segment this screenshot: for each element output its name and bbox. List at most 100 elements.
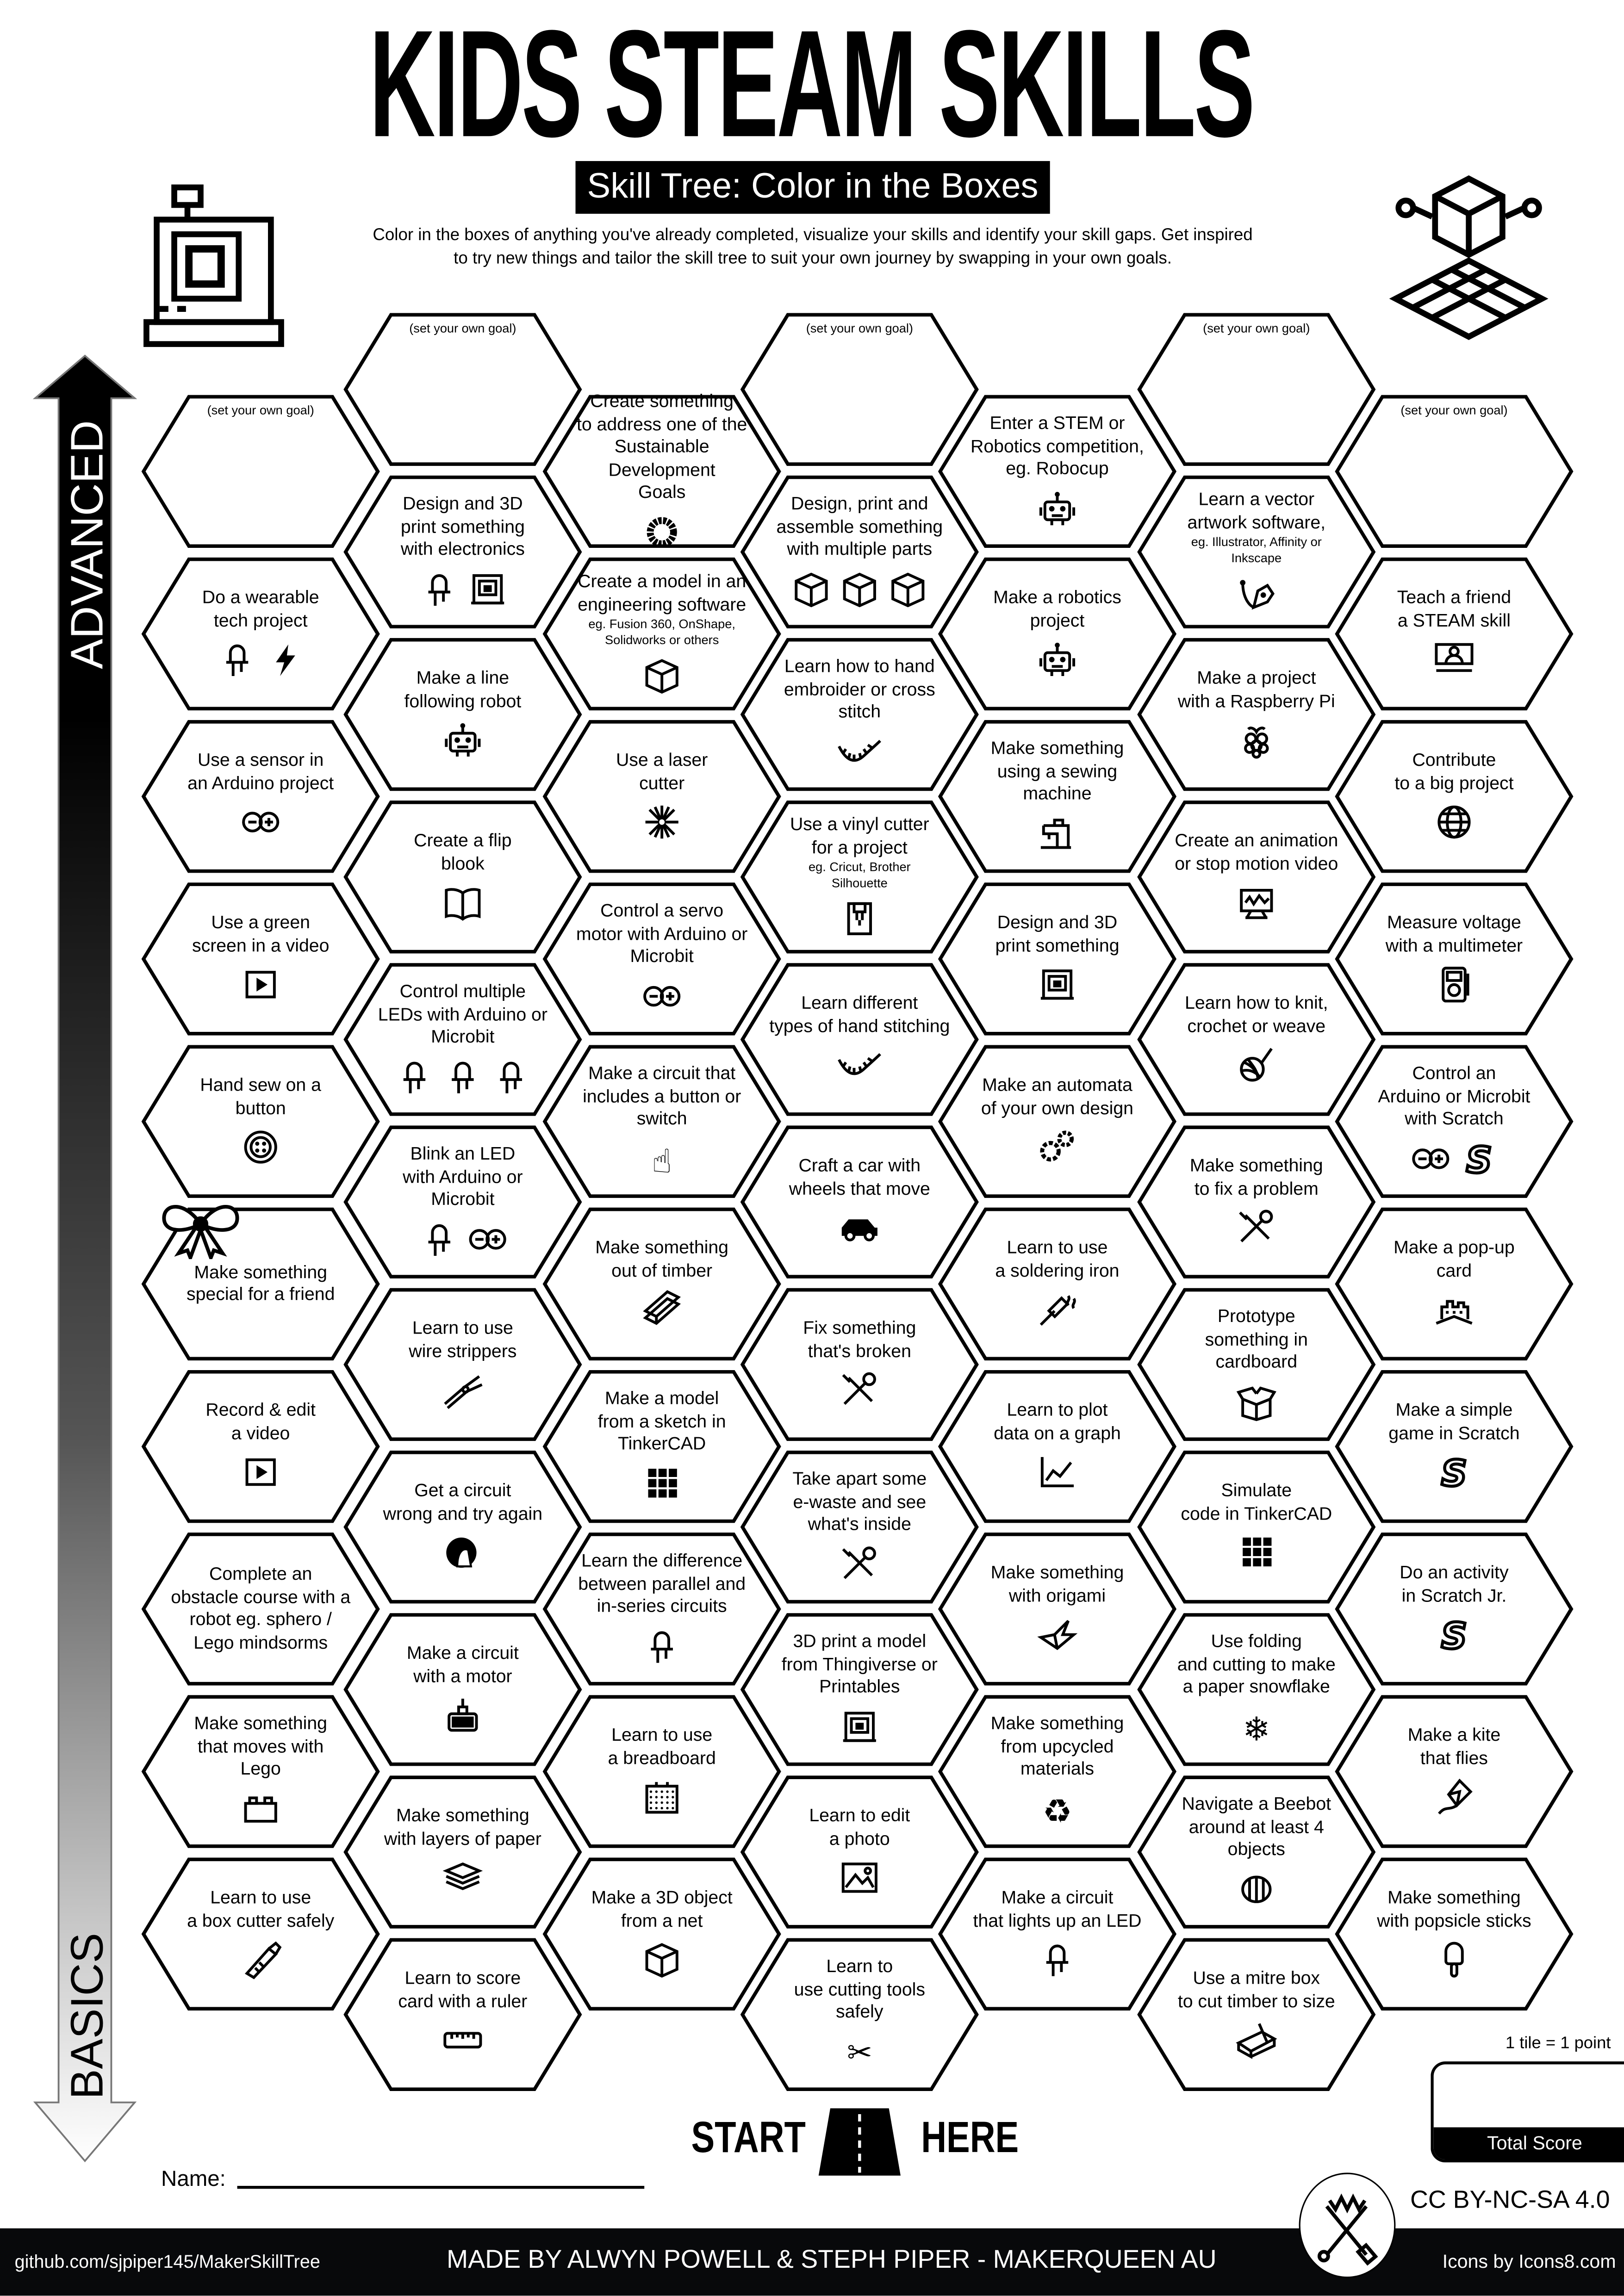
skill-tile[interactable]: Learn to edit a photo <box>740 1775 980 1930</box>
timber-icon <box>643 1290 681 1325</box>
skill-tile[interactable]: Do an activity in Scratch Jr. S <box>1334 1532 1574 1687</box>
skill-tile[interactable]: Create an animation or stop motion video <box>1136 800 1376 955</box>
skill-tile[interactable]: Make a model from a sketch in TinkerCAD <box>542 1369 782 1524</box>
skill-tile[interactable]: Navigate a Beebot around at least 4 obje… <box>1136 1775 1376 1930</box>
skill-tile[interactable]: Make something special for a friend <box>141 1206 381 1361</box>
skill-tile[interactable]: Use a laser cutter <box>542 719 782 874</box>
skill-tile[interactable]: Control multiple LEDs with Arduino or Mi… <box>342 962 583 1117</box>
custom-goal-tile[interactable]: (set your own goal) <box>740 312 980 467</box>
skill-tile[interactable]: Design and 3D print something with elect… <box>342 474 583 629</box>
skill-tile[interactable]: Make something to fix a problem <box>1136 1124 1376 1279</box>
skill-label: Make a kite that flies <box>1407 1725 1501 1768</box>
skill-tile[interactable]: Learn a vector artwork software, eg. Illu… <box>1136 474 1376 629</box>
skill-tile[interactable]: Control a servo motor with Arduino or Mi… <box>542 881 782 1036</box>
skill-tile[interactable]: Make something using a sewing machine <box>937 719 1177 874</box>
tile-content: Blink an LED with Arduino or Microbit <box>369 1130 556 1274</box>
skill-tile[interactable]: Design, print and assemble something wit… <box>740 474 980 629</box>
skill-label: Hand sew on a button <box>200 1074 321 1118</box>
skill-tile[interactable]: Fix something that's broken <box>740 1287 980 1442</box>
skill-tile[interactable]: Teach a friend a STEAM skill <box>1334 556 1574 711</box>
skill-tile[interactable]: Learn to use a breadboard <box>542 1694 782 1849</box>
custom-goal-tile[interactable]: (set your own goal) <box>342 312 583 467</box>
skill-tile[interactable]: Learn how to knit, crochet or weave <box>1136 962 1376 1117</box>
skill-tile[interactable]: Use a mitre box to cut timber to size <box>1136 1937 1376 2092</box>
skill-tile[interactable]: Measure voltage with a multimeter <box>1334 881 1574 1036</box>
skill-tile[interactable]: Make a line following robot <box>342 637 583 792</box>
skill-tile[interactable]: Make an automata of your own design <box>937 1044 1177 1199</box>
basics-label: BASICS <box>61 1933 113 2099</box>
skill-tile[interactable]: Contribute to a big project <box>1334 719 1574 874</box>
skill-tile[interactable]: Learn to use wire strippers <box>342 1287 583 1442</box>
skill-tile[interactable]: Make something with popsicle sticks <box>1334 1856 1574 2011</box>
skill-tile[interactable]: Learn to use a soldering iron <box>937 1206 1177 1361</box>
skill-tile[interactable]: Learn the difference between parallel an… <box>542 1532 782 1687</box>
skill-tile[interactable]: Control an Arduino or Microbit with Scra… <box>1334 1044 1574 1199</box>
skill-tile[interactable]: Make a circuit with a motor <box>342 1612 583 1767</box>
skill-tile[interactable]: Record & edit a video <box>141 1369 381 1524</box>
skill-tile[interactable]: Learn different types of hand stitching <box>740 962 980 1117</box>
skill-tile[interactable]: Simulate code in TinkerCAD <box>1136 1449 1376 1604</box>
name-field[interactable] <box>237 2186 645 2189</box>
skill-icons <box>838 1544 882 1585</box>
skill-tile[interactable]: Make something with origami <box>937 1532 1177 1687</box>
skill-tile[interactable]: Prototype something in cardboard <box>1136 1287 1376 1442</box>
box-cutter-icon <box>244 1941 282 1980</box>
skill-tile[interactable]: Learn to plot data on a graph <box>937 1369 1177 1524</box>
skill-label: (set your own goal) <box>1203 320 1310 335</box>
skill-tile[interactable]: Complete an obstacle course with a robot… <box>141 1532 381 1687</box>
skill-tile[interactable]: Make a simple game in Scratch S <box>1334 1369 1574 1524</box>
hexagon-outline <box>938 395 1177 548</box>
hexagon-outline <box>343 313 582 466</box>
skill-tile[interactable]: Make something with layers of paper <box>342 1775 583 1930</box>
skill-tile[interactable]: Use a sensor in an Arduino project <box>141 719 381 874</box>
skill-tile[interactable]: Take apart some e-waste and see what's i… <box>740 1449 980 1604</box>
scratch-icon: S <box>1440 1615 1468 1654</box>
skill-tile[interactable]: 3D print a model from Thingiverse or Pri… <box>740 1612 980 1767</box>
skill-icons <box>838 1208 882 1249</box>
skill-tile[interactable]: Make something out of timber <box>542 1206 782 1361</box>
tile-content: Create an animation or stop motion video <box>1163 805 1350 949</box>
skill-tile[interactable]: Make a circuit that includes a button or… <box>542 1044 782 1199</box>
skill-tile[interactable]: Enter a STEM or Robotics competition, eg… <box>937 394 1177 549</box>
play-icon <box>245 1458 276 1486</box>
skill-tile[interactable]: Craft a car with wheels that move <box>740 1124 980 1279</box>
layers-icon <box>442 1862 483 1890</box>
skill-tile[interactable]: Use a vinyl cutter for a project eg. Cric… <box>740 800 980 955</box>
tile-content: Use a green screen in a video <box>167 887 355 1030</box>
total-score-field[interactable]: Total Score <box>1431 2061 1624 2163</box>
skill-tile[interactable]: Blink an LED with Arduino or Microbit <box>342 1124 583 1279</box>
skill-tile[interactable]: Learn to use a box cutter safely <box>141 1856 381 2011</box>
skill-tile[interactable]: Make a project with a Raspberry Pi <box>1136 637 1376 792</box>
skill-tile[interactable]: Learn to score card with a ruler <box>342 1937 583 2092</box>
hexagon-outline <box>938 557 1177 711</box>
skill-tile[interactable]: Make a pop-up card <box>1334 1206 1574 1361</box>
skill-tile[interactable]: Make a robotics project <box>937 556 1177 711</box>
skill-tile[interactable]: Make something from upcycled materials ♻ <box>937 1694 1177 1849</box>
skill-example: eg. Cricut, Brother Silhouette <box>808 859 911 890</box>
skill-tile[interactable]: Make a kite that flies <box>1334 1694 1574 1849</box>
skill-tile[interactable]: Create a model in an engineering softwar… <box>542 556 782 711</box>
wire-strippers-icon <box>444 1375 483 1409</box>
skill-tile[interactable]: Learn to use cutting tools safely ✂ <box>740 1937 980 2092</box>
skill-tile[interactable]: Make a circuit that lights up an LED <box>937 1856 1177 2011</box>
skill-tile[interactable]: Get a circuit wrong and try again <box>342 1449 583 1604</box>
skill-tile[interactable]: Make a 3D object from a net <box>542 1856 782 2011</box>
printer-icon <box>843 1711 876 1742</box>
custom-goal-tile[interactable]: (set your own goal) <box>1136 312 1376 467</box>
custom-goal-tile[interactable]: (set your own goal) <box>1334 394 1574 549</box>
skill-tile[interactable]: Learn how to hand embroider or cross sti… <box>740 637 980 792</box>
skill-tile[interactable]: Hand sew on a button <box>141 1044 381 1199</box>
skill-tile[interactable]: Do a wearable tech project <box>141 556 381 711</box>
skill-tile[interactable]: Use folding and cutting to make a paper … <box>1136 1612 1376 1767</box>
tile-content: Enter a STEM or Robotics competition, eg… <box>964 400 1151 543</box>
custom-goal-tile[interactable]: (set your own goal) <box>141 394 381 549</box>
skill-tile[interactable]: Use a green screen in a video <box>141 881 381 1036</box>
skill-label: Learn the difference between parallel an… <box>578 1551 746 1617</box>
skill-tile[interactable]: Create something to address one of the S… <box>542 391 782 549</box>
hexagon-outline <box>1137 963 1376 1116</box>
github-link[interactable]: github.com/sjpiper145/MakerSkillTree <box>14 2252 320 2272</box>
skill-tile[interactable]: Create a flip blook <box>342 800 583 955</box>
tile-content: Make a simple game in Scratch S <box>1360 1375 1548 1518</box>
skill-tile[interactable]: Make something that moves with Lego <box>141 1694 381 1849</box>
skill-tile[interactable]: Design and 3D print something <box>937 881 1177 1036</box>
